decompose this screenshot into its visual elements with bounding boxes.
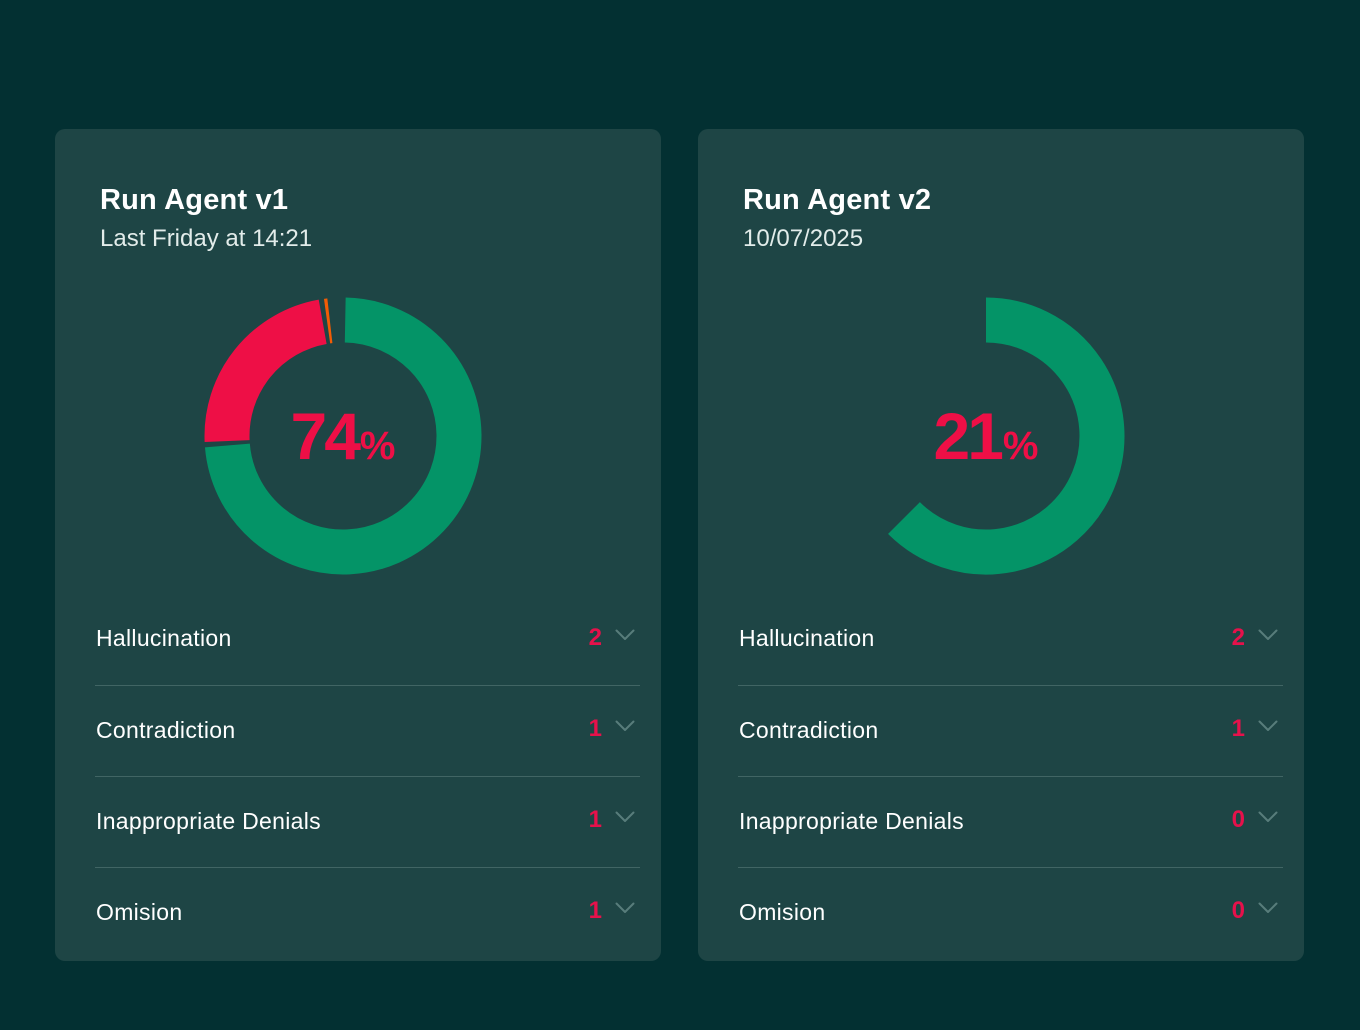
issue-label: Hallucination	[739, 625, 875, 651]
chevron-down-icon[interactable]	[1258, 629, 1278, 641]
issue-row-omision[interactable]: Omision 1	[95, 868, 640, 954]
issue-label: Omision	[739, 899, 826, 925]
issue-count: 2	[1231, 624, 1245, 651]
donut-segment-pass	[204, 297, 482, 575]
issue-count: 1	[1231, 715, 1245, 742]
issue-label: Inappropriate Denials	[96, 808, 321, 834]
issue-label: Hallucination	[96, 625, 232, 651]
issue-count: 1	[588, 897, 602, 924]
chevron-down-icon[interactable]	[615, 720, 635, 732]
issue-count: 2	[588, 624, 602, 651]
donut-segment-pass	[888, 297, 1125, 575]
chevron-down-icon[interactable]	[1258, 902, 1278, 914]
run-card-v1: Run Agent v1 Last Friday at 14:21 74 % H…	[55, 129, 661, 961]
chevron-down-icon[interactable]	[615, 902, 635, 914]
issue-label: Contradiction	[739, 717, 879, 743]
issue-list: Hallucination 2 Contradiction 1 Inapprop…	[738, 595, 1283, 954]
chevron-down-icon[interactable]	[1258, 720, 1278, 732]
issue-label: Inappropriate Denials	[739, 808, 964, 834]
issue-row-inappropriate-denials[interactable]: Inappropriate Denials 0	[738, 777, 1283, 868]
card-title: Run Agent v1	[100, 184, 289, 216]
chevron-down-icon[interactable]	[1258, 811, 1278, 823]
card-timestamp: 10/07/2025	[743, 225, 864, 252]
issue-count: 1	[588, 806, 602, 833]
issue-row-contradiction[interactable]: Contradiction 1	[738, 686, 1283, 777]
issue-list: Hallucination 2 Contradiction 1 Inapprop…	[95, 595, 640, 954]
issue-label: Contradiction	[96, 717, 236, 743]
score-donut-chart	[888, 297, 1125, 575]
issue-row-hallucination[interactable]: Hallucination 2	[738, 595, 1283, 686]
card-timestamp: Last Friday at 14:21	[100, 225, 313, 252]
card-title: Run Agent v2	[743, 184, 932, 216]
issue-row-hallucination[interactable]: Hallucination 2	[95, 595, 640, 686]
issue-count: 0	[1231, 806, 1245, 833]
issue-row-inappropriate-denials[interactable]: Inappropriate Denials 1	[95, 777, 640, 868]
run-card-v2: Run Agent v2 10/07/2025 21 % Hallucinati…	[698, 129, 1304, 961]
issue-count: 1	[588, 715, 602, 742]
issue-count: 0	[1231, 897, 1245, 924]
issue-row-contradiction[interactable]: Contradiction 1	[95, 686, 640, 777]
chevron-down-icon[interactable]	[615, 629, 635, 641]
score-donut-chart	[204, 297, 482, 575]
issue-label: Omision	[96, 899, 183, 925]
issue-row-omision[interactable]: Omision 0	[738, 868, 1283, 954]
donut-segment-fail	[204, 299, 328, 443]
chevron-down-icon[interactable]	[615, 811, 635, 823]
